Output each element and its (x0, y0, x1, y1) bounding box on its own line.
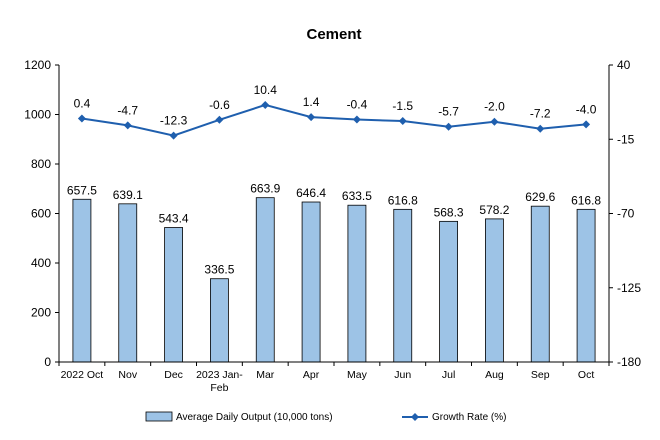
bar (301, 201, 321, 363)
right-tick-label: -125 (617, 281, 641, 295)
left-tick-label: 1000 (24, 108, 51, 122)
bar (576, 208, 596, 363)
line-data-label: -1.5 (392, 99, 413, 113)
left-tick-label: 200 (31, 306, 51, 320)
x-tick-label: Nov (118, 369, 137, 381)
legend-bar-swatch (145, 411, 173, 422)
bar-data-label: 629.6 (525, 190, 555, 204)
line-data-label: 10.4 (254, 83, 278, 97)
left-tick-label: 400 (31, 256, 51, 270)
x-tick-label: 2022 Oct (61, 369, 104, 381)
line-data-label: -4.7 (117, 103, 138, 117)
growth-line (81, 103, 587, 137)
bar (530, 205, 550, 363)
line-point (169, 131, 178, 140)
bar (393, 208, 413, 363)
x-tick-label: Dec (164, 369, 183, 381)
bar-data-label: 616.8 (571, 193, 601, 207)
x-tick-label: Oct (578, 369, 594, 381)
right-tick-label: -180 (617, 355, 641, 369)
line-point (123, 121, 132, 130)
bar-data-label: 639.1 (113, 188, 143, 202)
bar (118, 203, 138, 363)
bar-data-label: 657.5 (67, 183, 97, 197)
left-tick-label: 1200 (24, 58, 51, 72)
x-tick-label: Apr (303, 369, 320, 381)
x-tick-label: Mar (256, 369, 275, 381)
line-data-label: -2.0 (484, 100, 505, 114)
x-tick-label: 2023 Jan-Feb (196, 369, 243, 394)
bar-data-label: 646.4 (296, 186, 326, 200)
line-point (490, 117, 499, 126)
line-data-label: -4.0 (576, 102, 597, 116)
line-data-label: -0.6 (209, 98, 230, 112)
bar (210, 278, 229, 363)
line-point (261, 100, 270, 109)
line-point (352, 115, 361, 124)
right-tick-label: -15 (617, 132, 635, 146)
left-tick-label: 0 (44, 355, 51, 369)
x-tick-label: Jun (394, 369, 411, 381)
line-point (444, 122, 453, 131)
x-tick-label: Sep (531, 369, 550, 381)
x-tick-label: Jul (442, 369, 455, 381)
bar-data-label: 568.3 (434, 205, 464, 219)
line-data-label: -5.7 (438, 105, 459, 119)
legend-line-label: Growth Rate (%) (432, 412, 506, 423)
bar-data-label: 663.9 (250, 182, 280, 196)
legend: Average Daily Output (10,000 tons) Growt… (145, 411, 506, 423)
bar-data-label: 578.2 (479, 203, 509, 217)
line-point (307, 113, 316, 122)
axes: 0 200 400 600 800 1000 1200 -180 -125 -70 -15 40 202… (24, 58, 641, 394)
bar (255, 197, 275, 363)
bar (72, 198, 92, 363)
bar (347, 204, 367, 363)
bar-data-label: 543.4 (159, 212, 189, 226)
left-tick-label: 600 (31, 207, 51, 221)
bar-data-label: 336.5 (204, 263, 234, 277)
line-series: 0.4 -4.7 -12.3 -0.6 10.4 1.4 -0.4 -1.5 -5.7 -2.0 -… (74, 83, 597, 140)
line-point (215, 115, 224, 124)
bar-series: 657.5 639.1 543.4 336.5 663.9 646.4 633.5 616.8… (67, 182, 601, 363)
left-tick-label: 800 (31, 157, 51, 171)
legend-bar-label: Average Daily Output (10,000 tons) (176, 412, 333, 423)
x-tick-label: May (347, 369, 368, 381)
bar (485, 218, 504, 363)
line-point (536, 124, 545, 133)
line-point (77, 114, 86, 123)
line-data-label: 0.4 (74, 96, 91, 110)
line-data-label: -7.2 (530, 107, 551, 121)
right-tick-label: -70 (617, 207, 635, 221)
line-data-label: -0.4 (347, 98, 368, 112)
right-tick-label: 40 (617, 58, 631, 72)
bar (439, 220, 458, 363)
bar-data-label: 633.5 (342, 189, 372, 203)
line-point (398, 117, 407, 126)
bar (164, 227, 183, 363)
bar-data-label: 616.8 (388, 193, 418, 207)
chart-title: Cement (306, 26, 361, 43)
line-data-label: 1.4 (303, 95, 320, 109)
x-tick-label: Aug (485, 369, 504, 381)
line-point (582, 120, 591, 129)
line-data-label: -12.3 (160, 114, 188, 128)
legend-line-marker (411, 413, 419, 421)
